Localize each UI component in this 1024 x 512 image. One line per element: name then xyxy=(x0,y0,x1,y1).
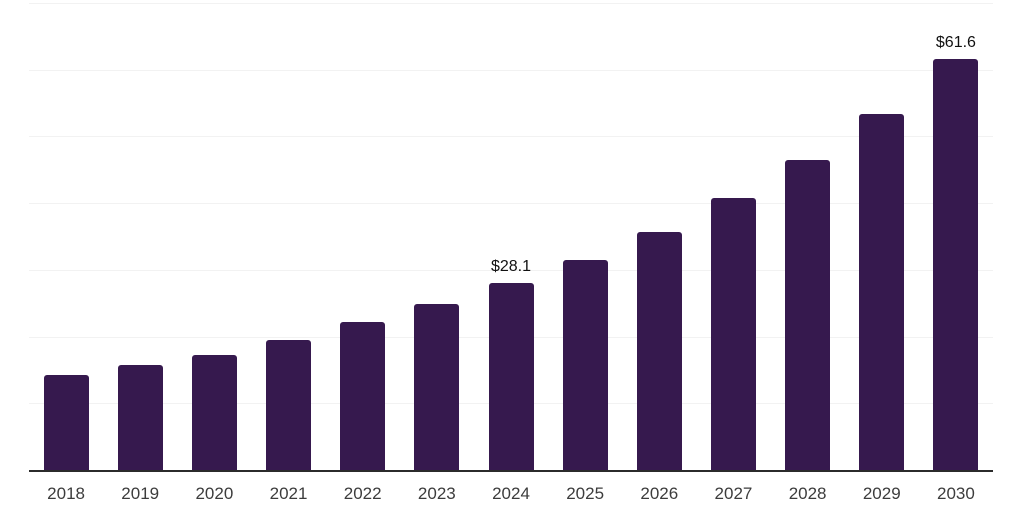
x-axis-line xyxy=(29,470,993,472)
bar xyxy=(191,355,237,470)
bar xyxy=(488,282,534,470)
x-tick-label: 2018 xyxy=(47,484,85,503)
bar-value-label: $61.6 xyxy=(935,34,976,52)
gridline xyxy=(29,203,993,205)
x-tick-label: 2029 xyxy=(862,484,901,503)
bar xyxy=(859,113,905,470)
bar xyxy=(933,59,979,470)
bar-value-label: $28.1 xyxy=(490,257,532,275)
x-tick-label: 2022 xyxy=(343,484,382,503)
x-tick-label: 2019 xyxy=(121,484,160,503)
bar xyxy=(710,198,756,470)
gridline xyxy=(29,69,993,71)
bar xyxy=(266,339,312,470)
bar xyxy=(636,231,682,470)
bar xyxy=(43,374,89,470)
gridline xyxy=(29,3,993,4)
gridline xyxy=(29,136,993,138)
x-tick-label: 2026 xyxy=(640,484,679,503)
x-tick-label: 2025 xyxy=(566,484,605,503)
x-tick-label: 2020 xyxy=(195,484,234,503)
bar xyxy=(117,365,163,470)
bar xyxy=(340,321,386,470)
x-tick-label: 2028 xyxy=(788,484,827,503)
bar xyxy=(785,159,831,470)
gridline xyxy=(29,269,993,271)
x-tick-label: 2024 xyxy=(492,484,530,503)
bar xyxy=(414,303,460,470)
x-tick-label: 2030 xyxy=(937,484,975,503)
x-tick-label: 2023 xyxy=(417,484,456,503)
x-tick-label: 2027 xyxy=(714,484,753,503)
x-tick-label: 2021 xyxy=(269,484,308,503)
bar xyxy=(562,259,608,470)
